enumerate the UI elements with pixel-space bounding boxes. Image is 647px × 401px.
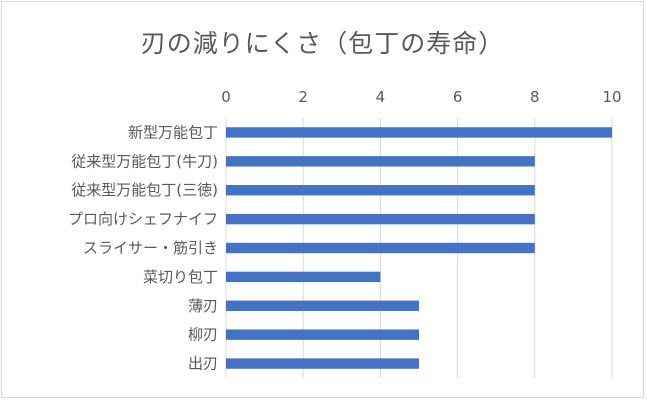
category-label-0: 新型万能包丁: [128, 123, 218, 141]
x-tick-label-10: 10: [602, 88, 621, 106]
bar-2: [226, 185, 535, 196]
x-tick-label-0: 0: [221, 88, 231, 106]
x-tick-label-6: 6: [453, 88, 463, 106]
bar-8: [226, 358, 419, 369]
category-label-6: 薄刃: [188, 297, 218, 315]
bar-4: [226, 242, 535, 254]
bar-1: [226, 156, 535, 167]
x-tick-label-4: 4: [376, 88, 386, 106]
bar-5: [226, 271, 381, 283]
x-tick-label-8: 8: [530, 88, 540, 106]
category-label-3: プロ向けシェフナイフ: [68, 210, 218, 228]
category-label-1: 従来型万能包丁(牛刀): [71, 152, 218, 170]
category-label-5: 菜切り包丁: [143, 268, 218, 286]
category-label-4: スライサー・筋引き: [83, 239, 218, 257]
bar-3: [226, 213, 535, 225]
bar-0: [226, 127, 612, 138]
category-label-7: 柳刃: [188, 326, 218, 344]
bar-6: [226, 300, 419, 311]
chart-title: 刃の減りにくさ（包丁の寿命）: [140, 29, 505, 58]
category-label-8: 出刃: [188, 355, 218, 373]
x-tick-label-2: 2: [298, 88, 308, 106]
bar-7: [226, 329, 419, 340]
category-label-2: 従来型万能包丁(三徳): [71, 181, 218, 199]
